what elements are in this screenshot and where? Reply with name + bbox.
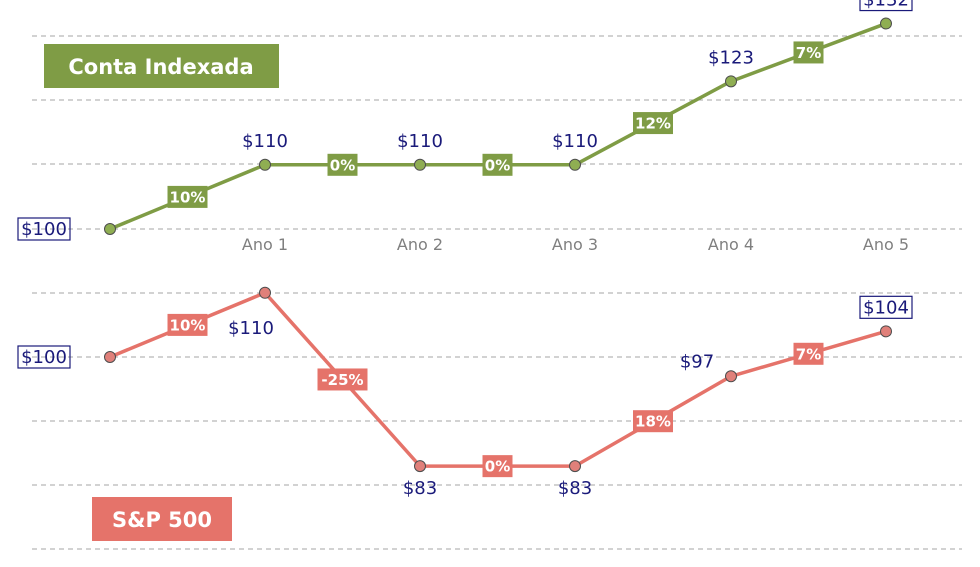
sp500-series-line	[109, 291, 887, 468]
conta-indexada-data-point	[414, 158, 426, 171]
grid-lines	[32, 35, 962, 550]
conta-indexada-value-label: $110	[552, 131, 598, 152]
sp500-value-label: $104	[863, 297, 909, 318]
conta-indexada-data-point	[725, 75, 737, 88]
sp500-value-label: $83	[558, 478, 592, 499]
x-tick-label: Ano 5	[863, 235, 909, 254]
sp500-return-badge: 7%	[793, 342, 824, 365]
sp500-value-label: $83	[403, 478, 437, 499]
conta-indexada-return-badge: 0%	[327, 153, 358, 176]
sp500-value-label: $97	[680, 351, 714, 372]
sp500-value-label-box	[17, 345, 71, 369]
sp500-value-label-group: $83	[403, 478, 437, 499]
conta-indexada-return-label: 0%	[330, 156, 355, 174]
sp500-title-box: S&P 500	[92, 497, 232, 541]
conta-indexada-value-label: $110	[242, 131, 288, 152]
sp500-data-point	[569, 460, 581, 473]
conta-indexada-data-point	[259, 158, 271, 171]
x-tick-label: Ano 2	[397, 235, 443, 254]
conta-indexada-value-label-group: $110	[242, 131, 288, 152]
sp500-value-label: $100	[21, 347, 67, 368]
sp500-title: S&P 500	[112, 508, 212, 532]
sp500-return-label: 7%	[796, 345, 821, 363]
sp500-value-label-group: $97	[680, 351, 714, 372]
conta-indexada-title: Conta Indexada	[68, 55, 253, 79]
conta-indexada-value-label-group: $123	[708, 47, 754, 68]
sp500-return-badge: 0%	[482, 455, 513, 478]
conta-indexada-chart: 10% 0% 0% 12% 7% $100 $110 $110 $110 $123 $132 Ano …	[17, 0, 913, 254]
sp500-return-label: 0%	[485, 458, 510, 476]
sp500-return-badge: 10%	[167, 313, 208, 336]
sp500-value-label-box	[859, 295, 913, 319]
sp500-return-badge: 18%	[633, 410, 673, 433]
conta-indexada-title-box: Conta Indexada	[44, 44, 279, 88]
conta-indexada-return-label: 10%	[170, 188, 206, 206]
conta-indexada-value-label-group: $110	[552, 131, 598, 152]
x-tick-label: Ano 4	[708, 235, 754, 254]
sp500-chart: 10% -25% 0% 18% 7% $100 $110 $83 $83 $97 $104	[17, 286, 913, 499]
sp500-value-label-group: $110	[228, 318, 274, 339]
sp500-data-point	[104, 351, 116, 363]
sp500-data-point	[414, 460, 426, 473]
sp500-return-label: 10%	[170, 316, 206, 334]
conta-indexada-return-label: 7%	[796, 44, 821, 62]
sp500-return-label: -25%	[321, 371, 363, 389]
sp500-data-point	[725, 370, 737, 383]
conta-indexada-value-label: $123	[708, 47, 754, 68]
conta-indexada-value-label: $132	[863, 0, 909, 11]
conta-indexada-data-point	[569, 158, 581, 171]
conta-indexada-return-badge: 10%	[167, 185, 208, 208]
conta-indexada-return-badge: 0%	[482, 153, 513, 176]
x-tick-label: Ano 1	[242, 235, 288, 254]
sp500-return-label: 18%	[635, 413, 671, 431]
conta-indexada-value-label-box	[17, 217, 71, 241]
conta-indexada-value-label: $100	[21, 219, 67, 240]
conta-indexada-value-label-box	[859, 0, 913, 12]
conta-indexada-value-label-group: $132	[859, 0, 913, 12]
conta-indexada-value-label: $110	[397, 131, 443, 152]
conta-indexada-return-badge: 12%	[633, 112, 673, 135]
sp500-value-label-group: $83	[558, 478, 592, 499]
conta-indexada-value-label-group: $100	[17, 217, 71, 241]
conta-indexada-return-label: 0%	[485, 156, 510, 174]
conta-indexada-return-badge: 7%	[793, 41, 824, 64]
sp500-data-point	[880, 325, 892, 338]
sp500-value-label-group: $100	[17, 345, 71, 369]
conta-indexada-value-label-group: $110	[397, 131, 443, 152]
sp500-return-badge: -25%	[317, 368, 368, 391]
sp500-value-label-group: $104	[859, 295, 913, 319]
x-tick-label: Ano 3	[552, 235, 598, 254]
conta-indexada-data-point	[880, 17, 892, 30]
conta-indexada-data-point	[104, 223, 116, 235]
sp500-value-label: $110	[228, 318, 274, 339]
sp500-data-point	[259, 286, 271, 299]
conta-indexada-return-label: 12%	[635, 115, 671, 133]
